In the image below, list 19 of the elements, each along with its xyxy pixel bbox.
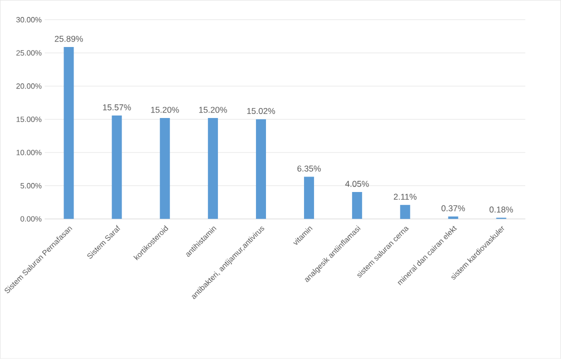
data-label: 15.57% [103,104,131,110]
data-label: 15.02% [247,108,276,114]
data-label: 2.11% [394,194,417,200]
data-label: 15.20% [199,106,228,113]
data-label: 25.89% [54,36,83,42]
data-label: 15.20% [151,106,179,113]
data-label: 0.18% [490,206,513,213]
bar [448,216,458,220]
data-label: 4.05% [345,180,369,187]
data-label: 6.35% [297,166,321,172]
bar [352,192,362,220]
data-label: 0.37% [441,205,465,212]
bar [208,118,218,220]
bar [400,205,410,220]
bar [256,119,266,220]
bar [112,116,122,220]
bar [304,176,314,220]
bar [160,118,170,220]
bar [64,47,74,220]
